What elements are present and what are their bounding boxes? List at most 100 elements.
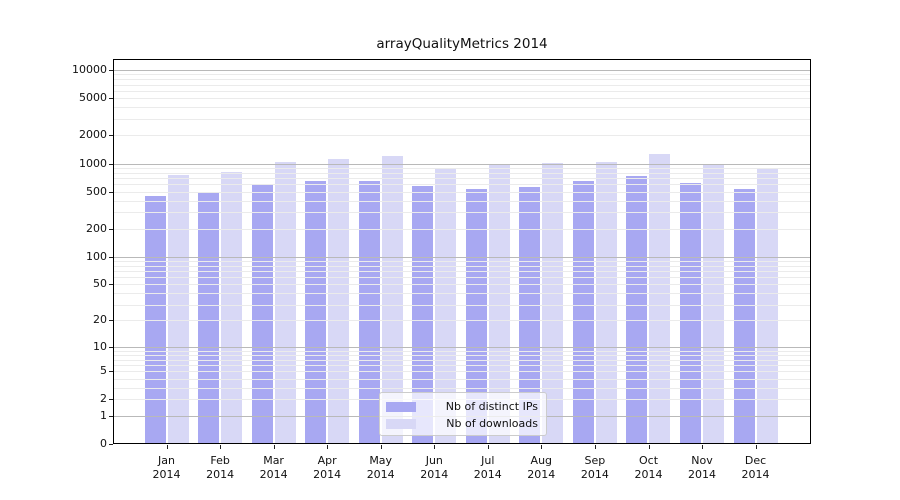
gridline-7000 [113, 84, 811, 86]
y-tick-label-2000: 2000 [79, 128, 107, 142]
gridline-6000 [113, 90, 811, 92]
gridline-60 [113, 277, 811, 279]
legend-item-downloads: Nb of downloads [386, 415, 538, 432]
plot-area: Nb of distinct IPs Nb of downloads [113, 59, 811, 444]
bar-distinct-ips-dec [733, 189, 755, 444]
y-tick-mark [109, 346, 113, 348]
x-tick-label-jan: Jan 2014 [152, 454, 181, 481]
y-tick-mark [109, 228, 113, 230]
bar-downloads-dec [756, 168, 778, 444]
gridline-4 [113, 378, 811, 380]
bar-distinct-ips-may [358, 181, 380, 444]
x-tick-mark [273, 445, 275, 449]
gridline-30 [113, 304, 811, 306]
bar-distinct-ips-mar [251, 183, 273, 444]
gridline-100 [113, 256, 811, 258]
axis-spine-left [113, 59, 114, 444]
x-tick-label-sep: Sep 2014 [580, 454, 609, 481]
x-tick-mark [702, 445, 703, 449]
gridline-3 [113, 387, 811, 389]
y-tick-label-200: 200 [86, 221, 107, 235]
y-tick-mark [109, 163, 113, 165]
bar-downloads-feb [221, 172, 243, 444]
bar-downloads-apr [328, 158, 350, 444]
gridline-70 [113, 270, 811, 272]
bar-downloads-jul [488, 164, 510, 444]
y-tick-label-5000: 5000 [79, 91, 107, 105]
gridline-800 [113, 172, 811, 174]
x-tick-label-nov: Nov 2014 [688, 454, 716, 481]
bar-downloads-aug [542, 163, 564, 444]
x-tick-label-jul: Jul 2014 [473, 454, 502, 481]
y-tick-label-100: 100 [86, 249, 107, 263]
y-tick-label-5: 5 [100, 364, 107, 378]
gridline-300 [113, 212, 811, 214]
x-tick-label-aug: Aug 2014 [527, 454, 556, 481]
x-tick-mark [594, 445, 596, 449]
bar-distinct-ips-sep [572, 180, 594, 444]
x-tick-mark [541, 445, 543, 449]
legend-item-distinct-ips: Nb of distinct IPs [386, 398, 538, 415]
axis-spine-bottom [113, 443, 811, 444]
bar-downloads-jun [435, 167, 457, 444]
y-tick-label-1000: 1000 [79, 156, 107, 170]
legend: Nb of distinct IPs Nb of downloads [379, 392, 547, 436]
gridline-4000 [113, 107, 811, 109]
x-tick-mark [166, 445, 168, 449]
bar-distinct-ips-oct [626, 176, 648, 444]
gridline-80 [113, 265, 811, 267]
x-tick-mark [380, 445, 382, 449]
gridline-3000 [113, 118, 811, 120]
gridline-500 [113, 191, 811, 193]
axis-spine-top [113, 59, 811, 60]
x-tick-mark [487, 445, 489, 449]
y-tick-mark [109, 191, 113, 193]
gridline-50 [113, 284, 811, 286]
y-tick-mark [109, 444, 113, 445]
y-tick-mark [109, 399, 113, 401]
x-tick-label-jun: Jun 2014 [420, 454, 449, 481]
y-tick-mark [109, 415, 113, 417]
gridline-9 [113, 350, 811, 352]
gridline-8 [113, 354, 811, 356]
y-tick-label-0: 0 [100, 437, 107, 450]
y-tick-mark [109, 256, 113, 258]
y-tick-label-10: 10 [93, 339, 107, 353]
gridline-10 [113, 346, 811, 348]
legend-label-downloads: Nb of downloads [446, 417, 538, 430]
bar-distinct-ips-nov [680, 183, 701, 444]
gridline-6 [113, 365, 811, 366]
chart-title: arrayQualityMetrics 2014 [376, 36, 548, 52]
gridline-90 [113, 260, 811, 262]
gridline-20 [113, 320, 811, 322]
gridline-40 [113, 293, 811, 295]
bar-distinct-ips-apr [305, 181, 327, 444]
y-tick-label-20: 20 [93, 313, 107, 327]
legend-label-distinct-ips: Nb of distinct IPs [445, 400, 538, 413]
x-tick-mark [648, 445, 650, 449]
bar-distinct-ips-feb [198, 192, 220, 444]
gridline-8000 [113, 79, 811, 81]
x-tick-label-feb: Feb 2014 [206, 454, 235, 481]
y-tick-label-2: 2 [100, 392, 107, 406]
gridline-700 [113, 178, 811, 179]
y-tick-label-10000: 10000 [72, 63, 107, 77]
y-tick-label-50: 50 [93, 277, 107, 291]
bar-distinct-ips-jan [144, 195, 166, 444]
y-tick-label-500: 500 [86, 184, 107, 198]
x-tick-mark [755, 445, 757, 449]
y-tick-mark [109, 371, 113, 373]
x-tick-mark [434, 445, 436, 449]
x-tick-label-apr: Apr 2014 [313, 454, 342, 481]
gridline-1000 [113, 163, 811, 165]
axis-spine-right [810, 59, 811, 444]
legend-swatch-distinct-ips [386, 401, 416, 412]
gridline-10000 [113, 70, 811, 72]
y-tick-mark [109, 284, 113, 286]
bar-downloads-oct [649, 153, 671, 444]
bar-downloads-mar [274, 162, 296, 444]
bar-distinct-ips-aug [519, 187, 541, 444]
legend-swatch-downloads [386, 418, 416, 429]
x-tick-label-mar: Mar 2014 [259, 454, 288, 481]
y-tick-label-1: 1 [100, 408, 107, 422]
